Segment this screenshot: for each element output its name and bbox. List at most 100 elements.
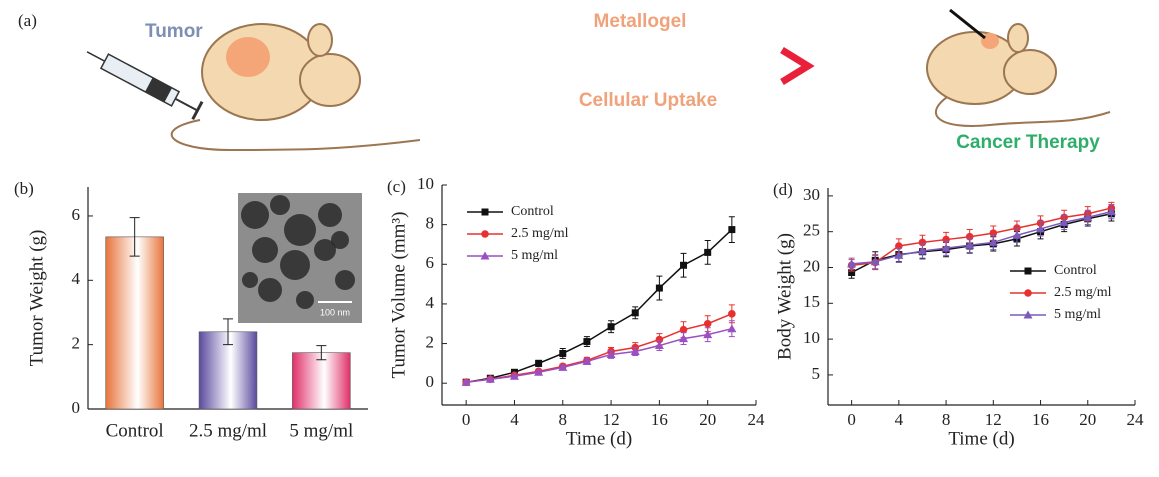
panel-label: (b) [14, 179, 34, 198]
x-tick-label: 0 [462, 410, 471, 429]
x-tick-label: 0 [847, 410, 856, 429]
marker [654, 341, 664, 350]
marker [655, 335, 664, 344]
marker [1036, 224, 1046, 233]
x-tick-label: 5 mg/ml [289, 420, 353, 441]
inset-particle [314, 239, 336, 261]
marker [481, 230, 489, 238]
marker [583, 338, 591, 346]
marker [461, 377, 471, 386]
marker [703, 330, 713, 339]
inset-particle [242, 272, 258, 288]
marker [848, 269, 856, 277]
inset-particle [331, 231, 349, 249]
marker [1059, 217, 1069, 226]
y-tick-label: 4 [72, 269, 81, 288]
series-line [466, 229, 733, 383]
legend-label: 5 mg/ml [1054, 307, 1101, 322]
x-tick-label: 12 [603, 410, 620, 429]
y-tick-label: 6 [72, 205, 81, 224]
mouse-left [170, 23, 421, 152]
y-tick-label: 6 [426, 253, 435, 272]
marker [535, 359, 543, 367]
legend-label: 2.5 mg/ml [511, 226, 569, 241]
mouse-right [926, 23, 1111, 127]
inset-particle [270, 195, 290, 215]
inset-particle [252, 237, 278, 263]
y-tick-label: 20 [803, 256, 820, 275]
bar [105, 236, 164, 410]
y-axis-label: Tumor Volume (mm³) [388, 212, 409, 379]
x-tick-label: 20 [1079, 410, 1096, 429]
marker [847, 259, 857, 268]
x-tick-label: 2.5 mg/ml [189, 420, 267, 441]
y-tick-label: 10 [417, 174, 434, 193]
legend-label: 2.5 mg/ml [1054, 285, 1112, 300]
syringe [86, 51, 204, 121]
marker [480, 251, 490, 260]
marker [582, 356, 592, 365]
marker [728, 226, 736, 234]
x-tick-label: 16 [1032, 410, 1049, 429]
panel-label: (a) [18, 11, 37, 30]
inset-particle [296, 291, 314, 309]
panel-label: (c) [387, 177, 406, 196]
y-tick-label: 5 [812, 364, 821, 383]
marker [631, 309, 639, 317]
marker [655, 284, 663, 292]
legend-label: Control [1054, 263, 1097, 278]
inset-particle [284, 214, 316, 246]
series-line [851, 210, 1112, 265]
inset-particle [335, 270, 355, 290]
marker [727, 324, 737, 333]
marker [704, 248, 712, 256]
series-line [466, 313, 733, 383]
marker [679, 334, 689, 343]
marker [965, 240, 975, 249]
marker [1023, 310, 1033, 319]
series-line [851, 213, 1112, 274]
inset-particle [318, 203, 342, 227]
marker [917, 246, 927, 255]
y-tick-label: 10 [803, 328, 820, 347]
tumor-label: Tumor [145, 21, 203, 42]
pointer-arrow [949, 8, 986, 40]
bar [292, 352, 351, 410]
y-tick-label: 8 [426, 214, 435, 233]
arrow-head [780, 47, 815, 85]
marker [894, 250, 904, 259]
x-axis-label: Time (d) [948, 428, 1014, 449]
diagram: (a) Tumor Metallogel Cellular Uptake [18, 8, 1111, 153]
error-bar [129, 217, 140, 257]
x-tick-label: 8 [559, 410, 568, 429]
error-bar [316, 345, 327, 361]
y-tick-label: 25 [803, 221, 820, 240]
x-axis-label: Time (d) [566, 428, 632, 449]
inset-particle [280, 250, 310, 280]
marker [1106, 207, 1116, 216]
error-bar [223, 318, 233, 346]
marker [679, 325, 688, 334]
marker [606, 349, 616, 358]
series-line [466, 327, 733, 383]
x-tick-label: 24 [748, 410, 766, 429]
marker [1024, 267, 1032, 275]
marker [534, 367, 544, 376]
y-tick-label: 2 [72, 334, 81, 353]
marker [1012, 230, 1022, 239]
y-tick-label: 4 [426, 293, 435, 312]
marker [485, 374, 495, 383]
marker [680, 261, 688, 269]
x-tick-label: 4 [895, 410, 904, 429]
y-tick-label: 30 [803, 185, 820, 204]
legend-label: Control [511, 204, 554, 219]
marker [558, 362, 568, 371]
inset-particle [241, 201, 269, 229]
panel-label: (d) [773, 180, 793, 199]
marker [941, 243, 951, 252]
x-tick-label: 4 [510, 410, 519, 429]
marker [728, 310, 736, 318]
marker [1024, 289, 1032, 297]
x-tick-label: Control [106, 420, 164, 441]
